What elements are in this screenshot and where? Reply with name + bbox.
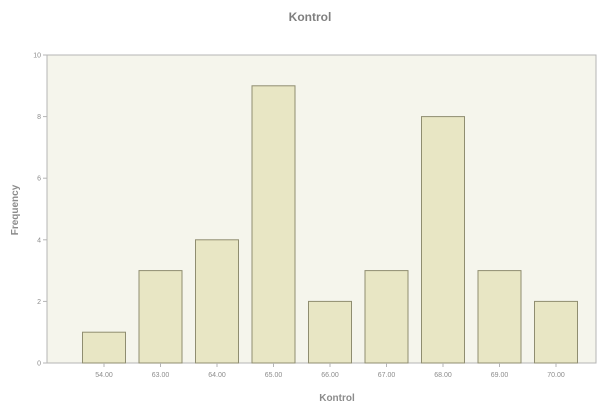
bar-63-00 xyxy=(138,270,183,364)
y-tick-label: 4 xyxy=(37,237,41,244)
x-axis-label: Kontrol xyxy=(319,393,355,404)
x-tick-label: 64.00 xyxy=(208,372,226,379)
bar-69-00 xyxy=(477,270,522,364)
x-tick-label: 54.00 xyxy=(95,372,113,379)
y-tick-label: 0 xyxy=(37,361,41,368)
x-tick-label: 69.00 xyxy=(491,372,509,379)
x-axis: 54.00 63.00 64.00 65.00 66.00 67.00 68.00 69.00… xyxy=(95,363,565,379)
y-tick-label: 10 xyxy=(33,53,41,60)
bar-67-00 xyxy=(364,270,409,364)
bar-64-00 xyxy=(195,239,239,364)
bar-66-00 xyxy=(308,300,352,364)
x-tick-label: 63.00 xyxy=(152,372,170,379)
x-tick-label: 68.00 xyxy=(434,372,452,379)
bar-54-00 xyxy=(82,331,126,364)
x-tick-label: 70.00 xyxy=(547,372,565,379)
x-tick-label: 67.00 xyxy=(378,372,396,379)
bar-65-00 xyxy=(251,85,296,364)
y-tick-label: 6 xyxy=(37,176,41,183)
y-tick-label: 8 xyxy=(37,114,41,121)
y-axis-label: Frequency xyxy=(10,184,21,235)
x-tick-label: 65.00 xyxy=(265,372,283,379)
x-tick-label: 66.00 xyxy=(321,372,339,379)
y-tick-label: 2 xyxy=(37,299,41,306)
chart-title: Kontrol xyxy=(289,10,332,24)
bar-70-00 xyxy=(534,300,578,364)
bar-68-00 xyxy=(421,116,465,364)
bars xyxy=(82,85,578,364)
y-axis: 0 2 4 6 8 10 xyxy=(33,53,47,368)
